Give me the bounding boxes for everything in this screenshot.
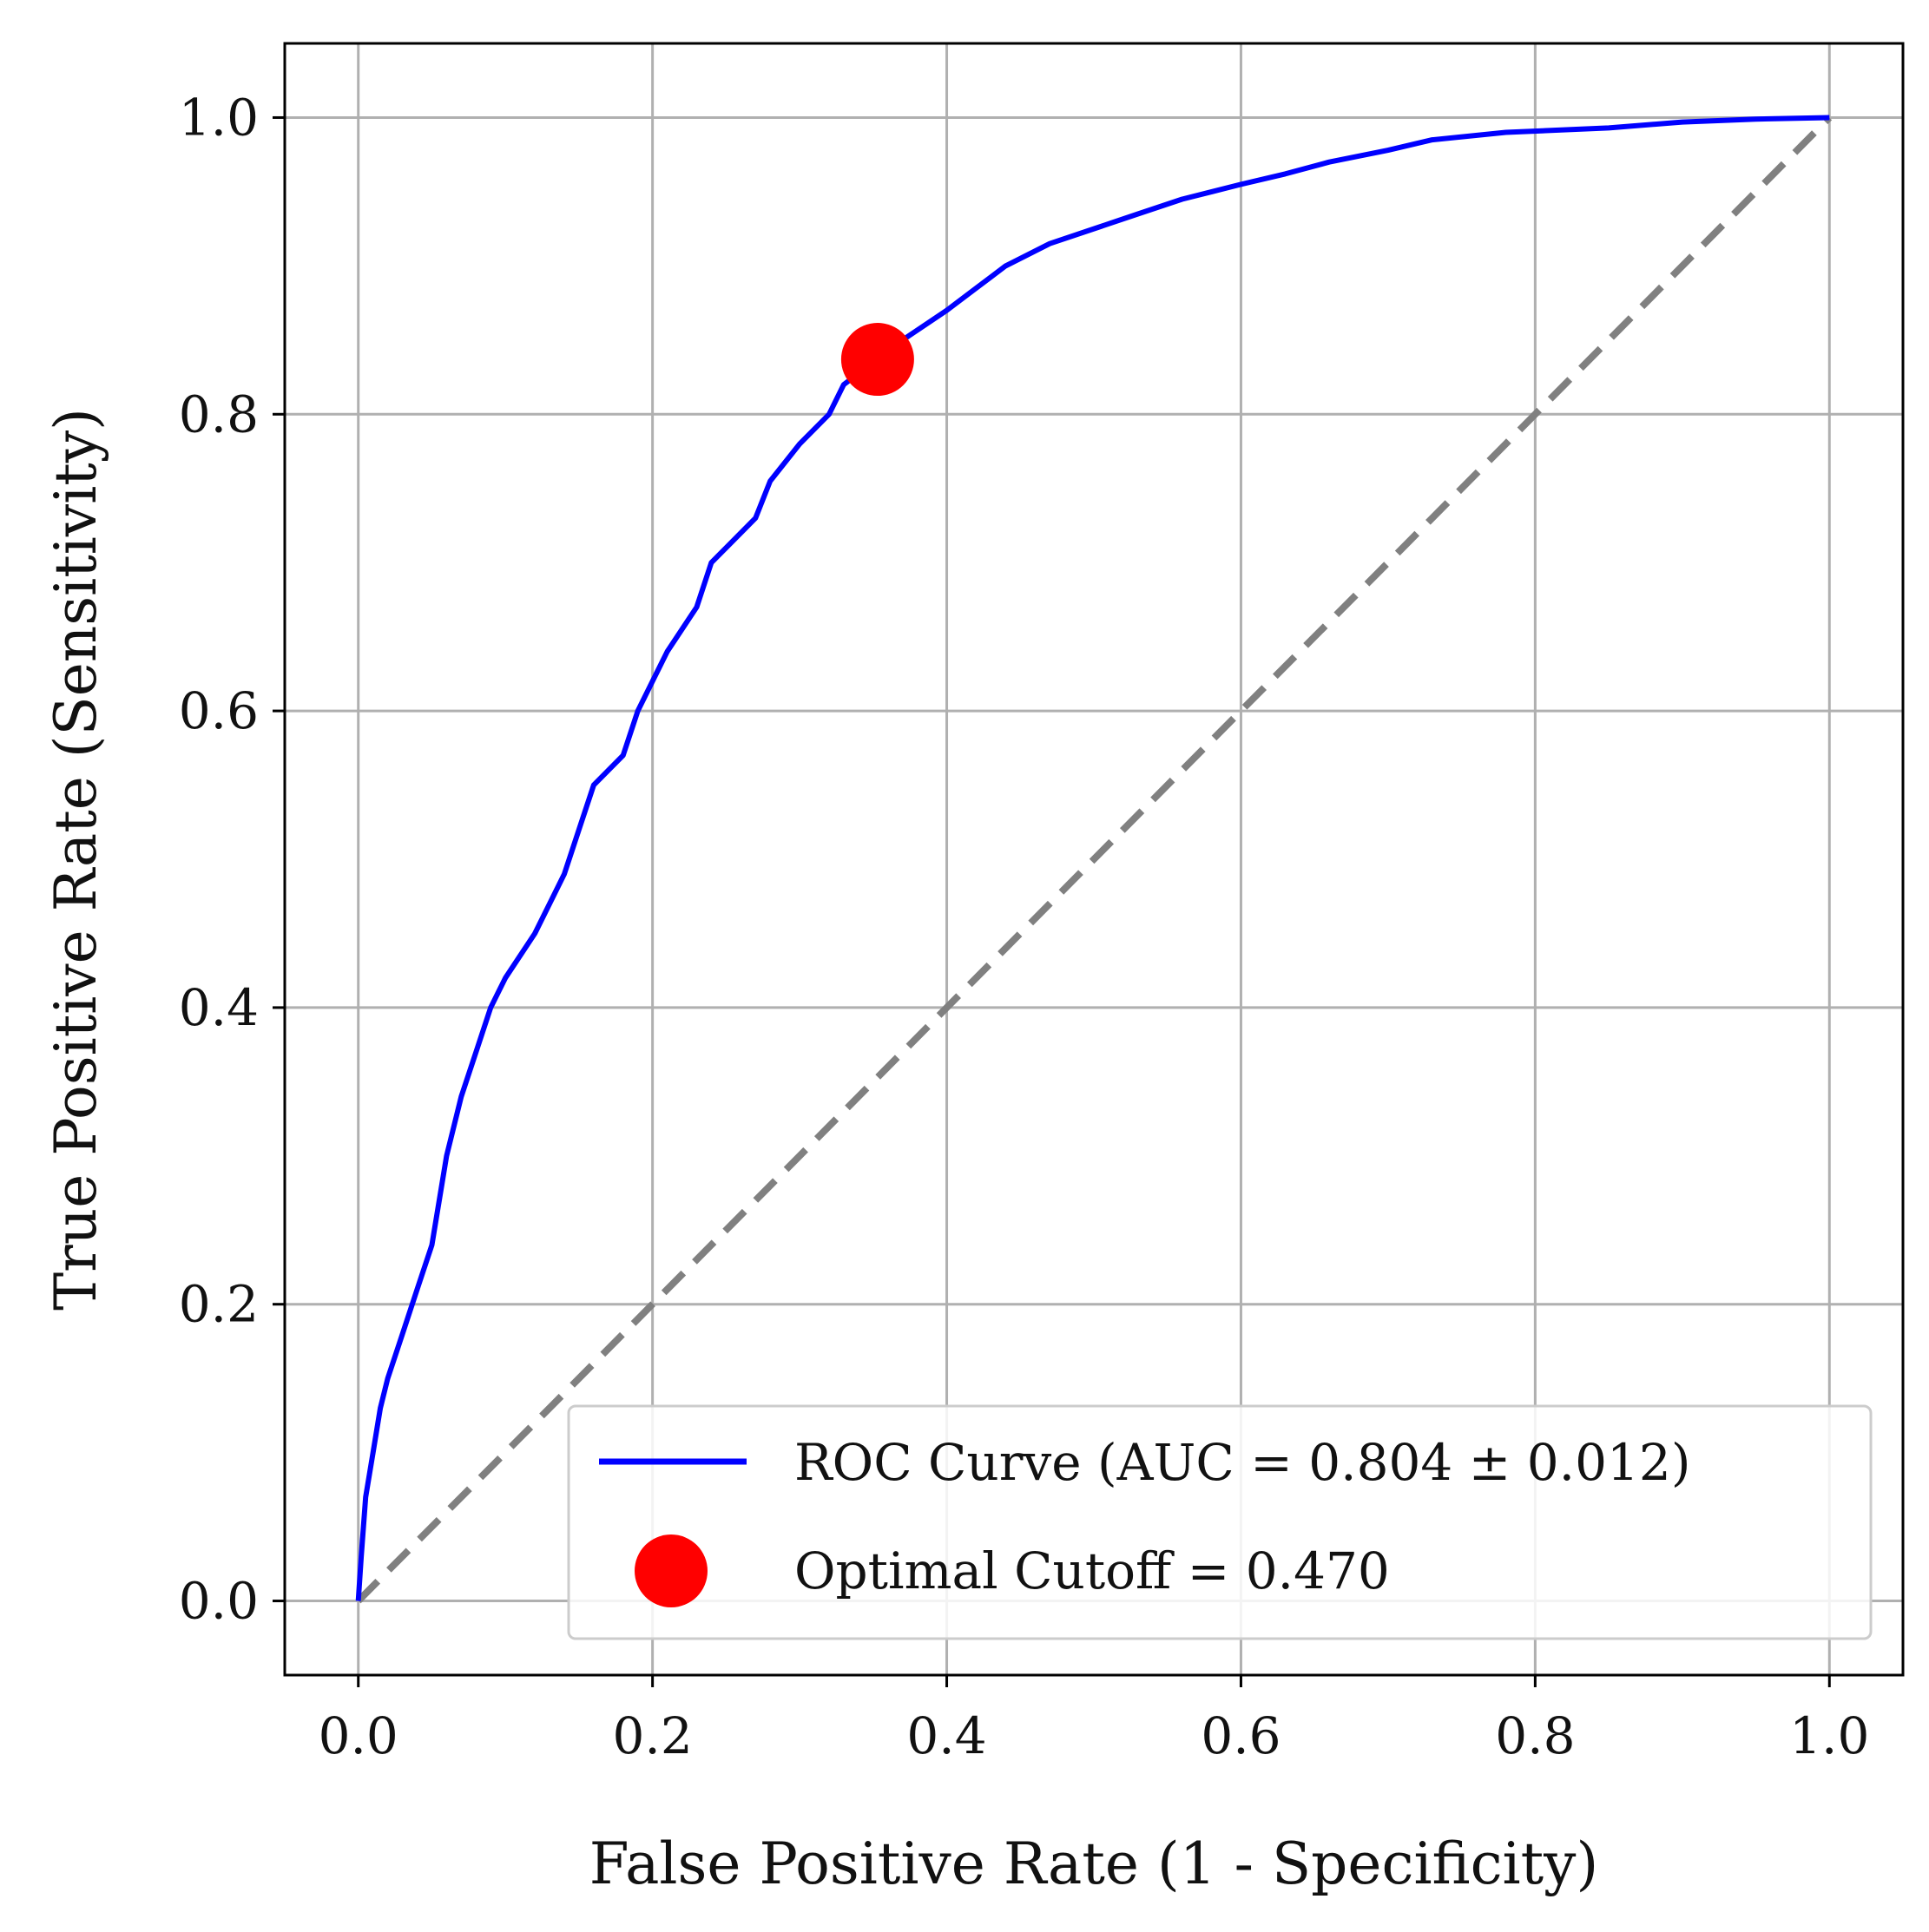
grid [285,43,1903,1675]
chance-diagonal-line [355,115,1833,1604]
plot-frame [283,42,1905,1677]
y-axis-label: True Positive Rate (Sensitivity) [43,408,109,1311]
x-axis-label: False Positive Rate (1 - Specificity) [589,1830,1598,1897]
x-tick-labels: 0.0 0.2 0.4 0.6 0.8 1.0 [319,1675,1869,1765]
x-tick-label-3: 0.6 [1201,1706,1281,1765]
optimal-cutoff-point [840,323,914,397]
legend-cutoff-label: Optimal Cutoff = 0.470 [794,1541,1390,1600]
y-tick-label-1: 0.2 [179,1275,259,1334]
legend: ROC Curve (AUC = 0.804 ± 0.012) Optimal … [567,1404,1873,1640]
marker-layer [840,323,914,397]
y-tick-label-2: 0.4 [179,978,259,1037]
legend-roc-label: ROC Curve (AUC = 0.804 ± 0.012) [794,1433,1690,1492]
x-tick-label-4: 0.8 [1495,1706,1575,1765]
x-tick-label-5: 1.0 [1789,1706,1869,1765]
x-tick-label-0: 0.0 [319,1706,398,1765]
x-tick-label-2: 0.4 [906,1706,986,1765]
y-tick-label-3: 0.6 [179,681,259,740]
y-tick-label-0: 0.0 [179,1572,259,1631]
series-layer [355,115,1833,1604]
y-tick-labels: 0.0 0.2 0.4 0.6 0.8 1.0 [179,88,285,1631]
legend-box [567,1404,1873,1640]
roc-curve-line [355,115,1830,1601]
legend-cutoff-swatch [635,1534,708,1607]
x-tick-label-1: 0.2 [613,1706,693,1765]
y-tick-label-5: 1.0 [179,88,259,147]
y-tick-label-4: 0.8 [179,384,259,444]
